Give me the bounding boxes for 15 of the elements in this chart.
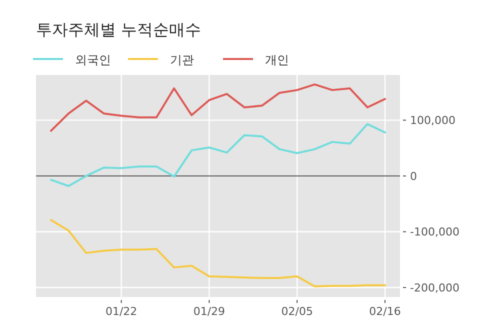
x-tick-label: 02/05 (281, 305, 313, 318)
y-tick-label: -200,000 (410, 282, 460, 295)
y-tick-label: -100,000 (410, 226, 460, 239)
y-tick-label: 0 (410, 170, 417, 183)
chart-title: 투자주체별 누적순매수 (36, 20, 202, 39)
line-series (50, 83, 386, 132)
y-tick-label: 100,000 (410, 114, 456, 128)
x-tick-label: 02/16 (369, 305, 401, 318)
x-tick-label: 01/29 (193, 305, 226, 318)
x-tick-label: 01/22 (105, 305, 138, 318)
line-series (50, 123, 386, 187)
legend-label: 외국인 (75, 53, 111, 67)
line-series (50, 219, 386, 288)
legend-label: 기관 (170, 53, 194, 67)
legend-label: 개인 (265, 53, 289, 67)
